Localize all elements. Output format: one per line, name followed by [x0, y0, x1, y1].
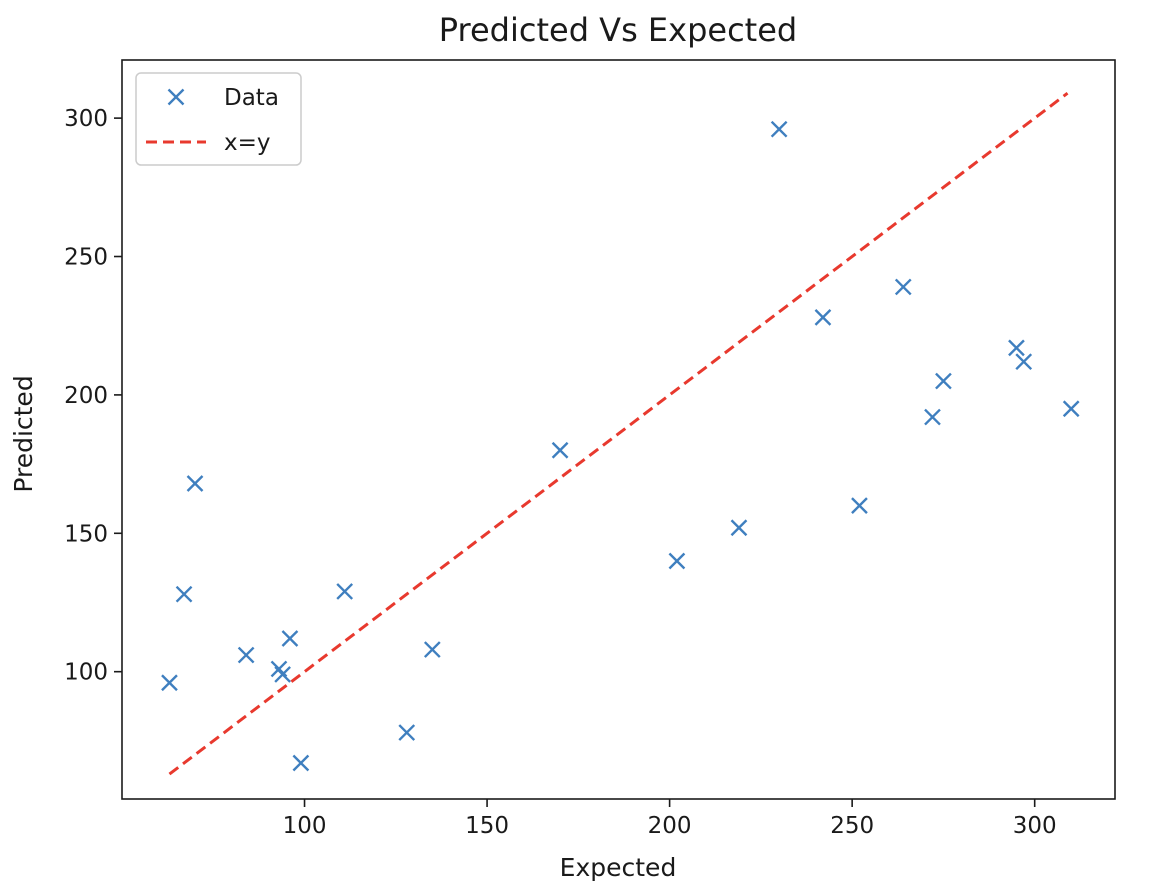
data-point: [1008, 339, 1025, 357]
data-point: [668, 552, 686, 570]
data-point: [814, 309, 832, 326]
data-point: [894, 278, 912, 296]
x-axis-label: Expected: [560, 853, 677, 882]
data-point: [161, 674, 178, 692]
data-point: [924, 408, 941, 426]
legend-label-xy: x=y: [224, 130, 271, 156]
axis-ticks: 100 150 200 250 300 100 150 200 250 300: [64, 106, 1057, 839]
y-tick-label: 100: [64, 660, 108, 686]
legend: Data x=y: [135, 72, 302, 166]
data-point: [1062, 400, 1080, 418]
y-tick-label: 150: [64, 521, 108, 547]
chart-title: Predicted Vs Expected: [439, 11, 797, 49]
data-point: [730, 519, 748, 537]
plot-frame: [121, 59, 1116, 800]
xy-reference-line: [168, 92, 1069, 776]
x-tick-label: 200: [648, 813, 692, 839]
series-xy-line: [168, 92, 1069, 776]
y-tick-label: 200: [64, 383, 108, 409]
legend-x-marker: [167, 88, 185, 106]
series-data-points: [161, 120, 1080, 772]
data-point: [935, 372, 952, 390]
data-point: [274, 666, 291, 683]
legend-label-data: Data: [224, 85, 279, 111]
y-tick-label: 300: [64, 106, 108, 132]
data-point: [423, 641, 441, 658]
data-point: [281, 630, 299, 647]
data-point: [175, 585, 193, 603]
data-point: [851, 497, 868, 514]
x-tick-label: 300: [1013, 813, 1057, 839]
x-tick-label: 150: [465, 813, 509, 839]
data-point: [1015, 353, 1033, 371]
x-tick-label: 100: [283, 813, 327, 839]
data-point: [770, 120, 788, 138]
x-tick-label: 250: [830, 813, 874, 839]
data-point: [292, 754, 310, 772]
y-tick-label: 250: [64, 245, 108, 271]
data-point: [336, 583, 354, 600]
legend-data-marker: [167, 88, 185, 106]
y-axis-label: Predicted: [9, 375, 38, 492]
data-point: [398, 724, 416, 741]
data-point: [237, 646, 255, 664]
data-point: [186, 475, 204, 492]
data-point: [551, 441, 569, 459]
